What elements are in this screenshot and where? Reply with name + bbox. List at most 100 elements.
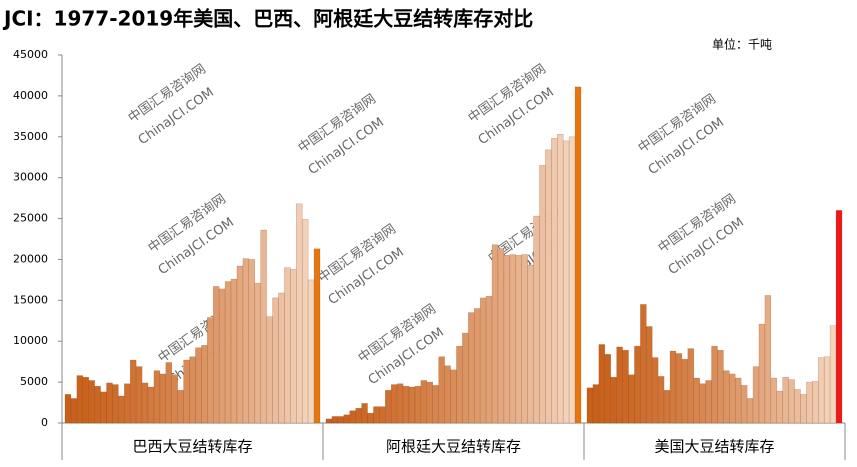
bar: [313, 248, 321, 424]
bar: [100, 391, 107, 424]
bar: [272, 297, 279, 424]
bar: [711, 345, 718, 424]
bar: [367, 412, 374, 424]
bar: [604, 354, 611, 424]
bar: [189, 356, 196, 424]
bar: [456, 345, 463, 424]
bar: [610, 376, 617, 424]
y-tick-label: 30000: [13, 171, 48, 184]
bar: [657, 376, 665, 424]
x-group-label: 巴西大豆结转库存: [132, 438, 252, 456]
bar: [331, 416, 339, 424]
bar: [337, 416, 345, 424]
bar: [230, 278, 238, 424]
bar: [260, 229, 267, 424]
bar: [592, 384, 600, 424]
unit-label: 单位：千吨: [712, 37, 772, 52]
bar: [622, 349, 629, 424]
bar: [284, 267, 291, 424]
y-tick-label: 35000: [13, 130, 48, 143]
bar: [296, 203, 303, 424]
bar: [248, 259, 256, 424]
bar: [562, 140, 570, 424]
bar: [705, 380, 712, 424]
bar: [752, 366, 760, 424]
bar: [254, 282, 261, 424]
bar: [533, 215, 540, 424]
bar: [76, 375, 84, 424]
bar: [224, 281, 232, 424]
y-tick-label: 20000: [13, 252, 48, 265]
bar: [420, 380, 428, 424]
bar: [361, 403, 368, 424]
bar: [717, 349, 724, 424]
bar: [835, 210, 843, 424]
bar: [770, 377, 778, 424]
y-tick-label: 15000: [13, 293, 48, 306]
bar: [485, 295, 493, 424]
bar: [539, 165, 546, 424]
bar: [551, 138, 558, 424]
bar: [782, 376, 789, 424]
bar: [509, 254, 517, 424]
bar: [669, 350, 677, 424]
bar: [64, 394, 72, 424]
bar: [812, 381, 819, 424]
bar: [307, 279, 315, 424]
bar: [788, 379, 795, 424]
bar: [521, 254, 528, 424]
bar: [462, 332, 469, 424]
x-group-label: 美国大豆结转库存: [654, 438, 774, 456]
bar: [616, 346, 623, 424]
bar: [450, 369, 457, 424]
bar: [527, 264, 534, 424]
bar: [183, 359, 190, 424]
bar: [640, 304, 647, 424]
bar: [242, 258, 250, 424]
bar: [479, 297, 487, 424]
bar: [693, 377, 700, 424]
bar: [94, 385, 101, 424]
bar: [379, 406, 386, 424]
y-tick-label: 40000: [13, 89, 48, 102]
y-tick-label: 25000: [13, 212, 48, 225]
bar: [213, 286, 220, 424]
bar: [355, 408, 362, 424]
bar: [438, 356, 445, 424]
bar: [681, 358, 689, 424]
bar: [687, 348, 694, 424]
bar: [663, 390, 671, 424]
bar: [746, 398, 754, 424]
bar: [598, 344, 606, 424]
bar: [385, 390, 392, 424]
bar: [497, 248, 505, 424]
bar: [396, 383, 404, 424]
bar: [723, 370, 730, 424]
bar: [106, 382, 113, 424]
bar: [343, 414, 350, 424]
bar: [195, 347, 202, 424]
bar: [557, 134, 564, 424]
bar: [278, 292, 285, 424]
bar: [503, 255, 511, 424]
bar: [266, 316, 273, 424]
bar: [829, 325, 837, 424]
y-tick-label: 45000: [13, 48, 48, 61]
bar: [218, 288, 226, 424]
bar: [207, 317, 214, 424]
bar: [628, 374, 635, 424]
bar: [515, 255, 522, 424]
bar: [177, 390, 184, 424]
bar: [444, 365, 451, 424]
bar: [800, 394, 807, 424]
bar: [129, 359, 137, 424]
bar: [349, 410, 356, 424]
bar: [135, 366, 143, 424]
bar: [165, 362, 172, 424]
bar: [474, 308, 481, 424]
bar: [426, 381, 433, 424]
bar: [432, 385, 439, 424]
x-group-label: 阿根廷大豆结转库存: [386, 438, 521, 456]
bar: [112, 384, 119, 424]
bar: [651, 357, 659, 424]
